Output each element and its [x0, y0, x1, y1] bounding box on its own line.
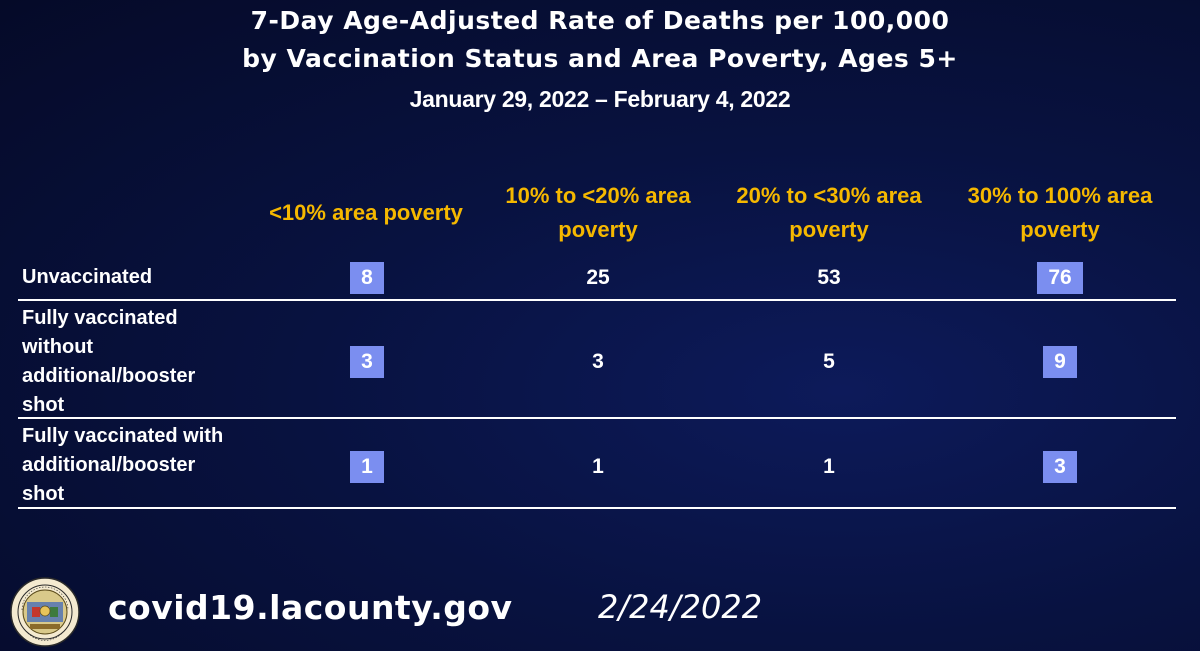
data-cell: 3 [1043, 451, 1077, 483]
row-label-line: shot [22, 394, 65, 416]
col-header-20-30-line2: poverty [789, 217, 869, 242]
row-label-line: additional/booster [22, 365, 196, 387]
row-label-vaccinated-no-booster: Fully vaccinated without additional/boos… [22, 304, 242, 420]
county-seal-icon [10, 577, 80, 647]
col-header-20-30: 20% to <30% area poverty [719, 179, 939, 247]
col-header-30-100: 30% to 100% area poverty [950, 179, 1170, 247]
data-cell: 3 [350, 346, 384, 378]
row-label-vaccinated-booster: Fully vaccinated with additional/booster… [22, 422, 242, 509]
col-header-30-100-line2: poverty [1020, 217, 1100, 242]
data-cell: 8 [350, 262, 384, 294]
chart-title-line-2: by Vaccination Status and Area Poverty, … [242, 44, 958, 73]
chart-title-line-1: 7-Day Age-Adjusted Rate of Deaths per 10… [250, 6, 950, 35]
row-label-line: without [22, 336, 94, 358]
row-divider [18, 507, 1176, 509]
chart-date-range: January 29, 2022 – February 4, 2022 [409, 86, 791, 112]
col-header-20-30-line1: 20% to <30% area [736, 183, 922, 208]
col-header-under-10: <10% area poverty [256, 196, 476, 230]
col-header-10-20: 10% to <20% area poverty [488, 179, 708, 247]
data-cell: 1 [592, 455, 604, 478]
row-divider [18, 417, 1176, 419]
data-cell: 5 [823, 350, 835, 373]
col-header-under-10-text: <10% area poverty [269, 200, 463, 225]
footer-date: 2/24/2022 [598, 588, 763, 626]
data-cell: 53 [817, 266, 841, 289]
row-label-unvaccinated: Unvaccinated [22, 266, 153, 288]
col-header-10-20-line2: poverty [558, 217, 638, 242]
data-cell: 1 [823, 455, 835, 478]
footer-url: covid19.lacounty.gov [108, 588, 513, 627]
data-cell: 3 [592, 350, 604, 373]
data-cell: 1 [350, 451, 384, 483]
row-divider [18, 299, 1176, 301]
col-header-10-20-line1: 10% to <20% area [505, 183, 691, 208]
col-header-30-100-line1: 30% to 100% area [967, 183, 1153, 208]
data-cell: 9 [1043, 346, 1077, 378]
data-cell: 76 [1037, 262, 1083, 294]
data-cell: 25 [586, 266, 610, 289]
row-label-line: Fully vaccinated with [22, 425, 224, 447]
row-label-line: Fully vaccinated [22, 307, 178, 329]
row-label-line: shot [22, 483, 65, 505]
row-label-line: additional/booster [22, 454, 196, 476]
